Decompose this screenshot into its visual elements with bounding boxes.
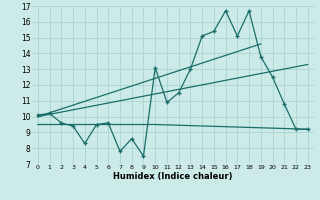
X-axis label: Humidex (Indice chaleur): Humidex (Indice chaleur) [113, 172, 233, 181]
